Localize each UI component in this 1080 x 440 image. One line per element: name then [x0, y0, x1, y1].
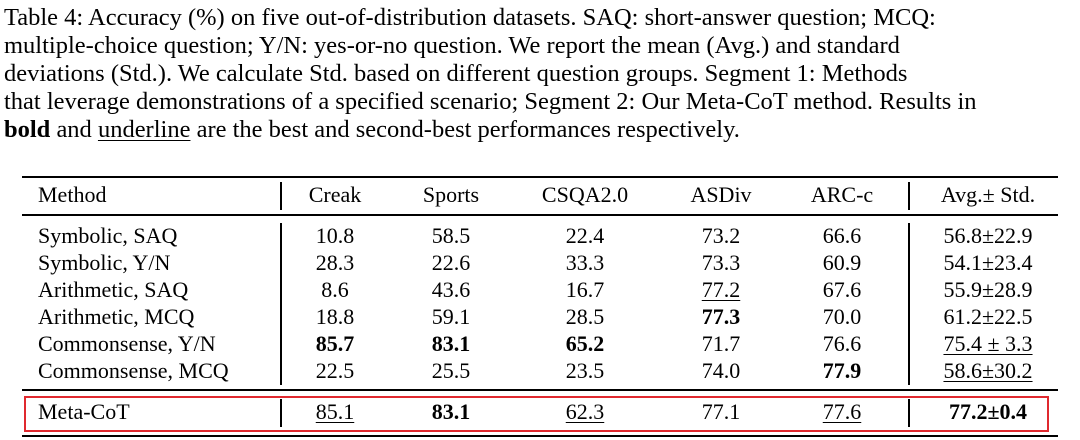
method-cell: Meta-CoT	[38, 399, 130, 424]
value-cell: 56.8±22.9	[943, 223, 1033, 248]
top-rule	[22, 176, 1058, 178]
value-cell: 28.3	[315, 250, 355, 275]
header-cell: ASDiv	[690, 182, 752, 207]
value-cell: 58.6±30.2	[943, 358, 1033, 383]
method-cell: Symbolic, Y/N	[38, 250, 171, 275]
method-cell: Arithmetic, SAQ	[38, 277, 189, 302]
value-cell: 74.0	[701, 358, 741, 383]
value-cell: 55.9±28.9	[943, 277, 1033, 302]
value-cell: 25.5	[431, 358, 471, 383]
value-cell: 77.9	[822, 358, 862, 383]
header-rule	[22, 214, 1058, 216]
value-cell: 77.6	[823, 399, 862, 425]
value-cell: 83.1	[432, 331, 471, 357]
value-cell: 65.2	[566, 331, 605, 357]
column-separator	[280, 223, 282, 385]
header-cell: Sports	[422, 182, 480, 207]
value-cell: 77.6	[822, 399, 862, 424]
value-cell: 33.3	[565, 250, 605, 275]
value-cell: 67.6	[822, 277, 862, 302]
value-cell: 66.6	[822, 223, 862, 248]
value-cell: 8.6	[321, 277, 349, 302]
value-cell: 83.1	[431, 331, 471, 356]
caption-line: Table 4: Accuracy (%) on five out-of-dis…	[4, 4, 936, 31]
header-cell: Method	[38, 182, 107, 207]
caption-line: deviations (Std.). We calculate Std. bas…	[4, 60, 908, 87]
method-cell: Arithmetic, MCQ	[38, 304, 195, 329]
caption-bold: bold	[4, 116, 51, 143]
column-separator	[908, 399, 910, 427]
value-cell: 77.2±0.4	[948, 399, 1028, 424]
value-cell: 62.3	[566, 399, 605, 425]
method-cell: Commonsense, MCQ	[38, 358, 229, 383]
value-cell: 77.3	[701, 304, 741, 329]
value-cell: 62.3	[565, 399, 605, 424]
value-cell: 73.3	[701, 250, 741, 275]
value-cell: 73.2	[701, 223, 741, 248]
value-cell: 77.2±0.4	[949, 399, 1027, 425]
value-cell: 54.1±23.4	[943, 250, 1033, 275]
value-cell: 59.1	[431, 304, 471, 329]
caption-line: multiple-choice question; Y/N: yes-or-no…	[4, 32, 900, 59]
header-cell: Creak	[308, 182, 362, 207]
value-cell: 23.5	[565, 358, 605, 383]
caption-text: are the best and second-best performance…	[190, 116, 740, 143]
value-cell: 85.1	[316, 399, 355, 425]
value-cell: 85.7	[316, 331, 355, 357]
caption-text: and	[50, 116, 98, 143]
value-cell: 71.7	[701, 331, 741, 356]
value-cell: 83.1	[431, 399, 471, 424]
column-separator	[908, 223, 910, 385]
caption-underline: underline	[97, 116, 191, 143]
value-cell: 61.2±22.5	[943, 304, 1033, 329]
value-cell: 60.9	[822, 250, 862, 275]
caption-line: that leverage demonstrations of a specif…	[4, 88, 977, 115]
value-cell: 77.9	[823, 358, 862, 384]
value-cell: 83.1	[432, 399, 471, 425]
value-cell: 28.5	[565, 304, 605, 329]
value-cell: 65.2	[565, 331, 605, 356]
value-cell: 10.8	[315, 223, 355, 248]
column-separator	[280, 182, 282, 210]
segment-rule	[22, 389, 1058, 391]
value-cell: 75.4 ± 3.3	[943, 331, 1033, 356]
column-separator	[280, 399, 282, 427]
value-cell: 77.1	[701, 399, 741, 424]
method-cell: Commonsense, Y/N	[38, 331, 216, 356]
value-cell: 22.4	[565, 223, 605, 248]
caption-line: bold and underline are the best and seco…	[4, 116, 740, 144]
header-cell: Avg.± Std.	[940, 182, 1036, 207]
highlight-box	[24, 396, 1049, 432]
column-separator	[908, 182, 910, 210]
value-cell: 18.8	[315, 304, 355, 329]
value-cell: 77.2	[701, 277, 741, 302]
value-cell: 77.2	[702, 277, 741, 303]
value-cell: 58.5	[431, 223, 471, 248]
bottom-rule	[22, 435, 1058, 437]
value-cell: 77.3	[702, 304, 741, 330]
value-cell: 76.6	[822, 331, 862, 356]
method-cell: Symbolic, SAQ	[38, 223, 178, 248]
header-cell: CSQA2.0	[541, 182, 629, 207]
value-cell: 16.7	[565, 277, 605, 302]
value-cell: 22.6	[431, 250, 471, 275]
header-cell: ARC-c	[810, 182, 874, 207]
value-cell: 85.1	[315, 399, 355, 424]
value-cell: 58.6±30.2	[943, 358, 1032, 384]
value-cell: 43.6	[431, 277, 471, 302]
value-cell: 85.7	[315, 331, 355, 356]
value-cell: 70.0	[822, 304, 862, 329]
value-cell: 75.4 ± 3.3	[943, 331, 1032, 357]
value-cell: 22.5	[315, 358, 355, 383]
